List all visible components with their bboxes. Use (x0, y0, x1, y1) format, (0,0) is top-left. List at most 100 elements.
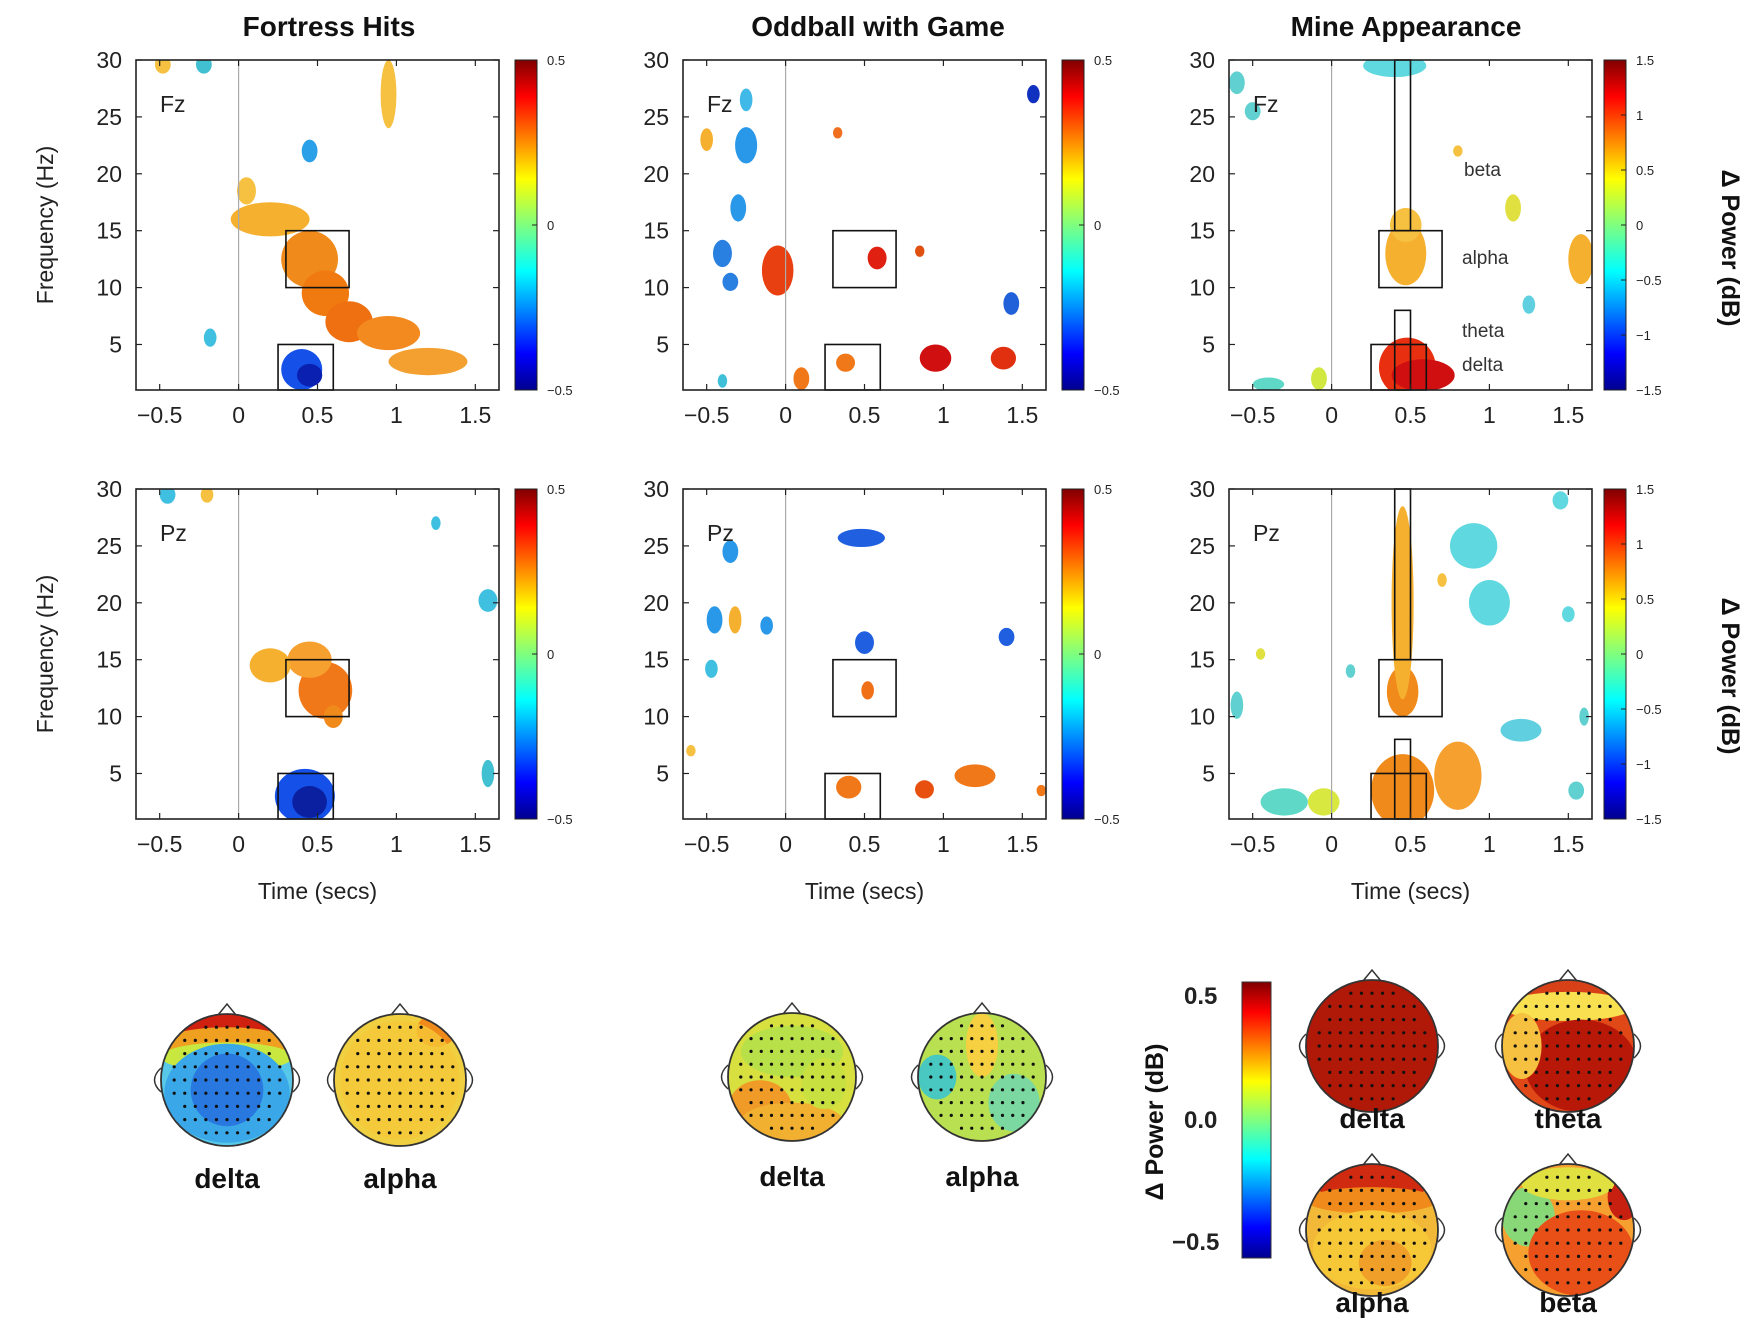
electrode (1338, 1202, 1342, 1206)
head-outline (727, 1012, 857, 1142)
electrode (204, 1118, 208, 1122)
head-outline (1305, 1163, 1439, 1297)
colorbar-tick-label: −1 (1636, 757, 1651, 772)
electrode (1402, 1215, 1406, 1219)
electrode (1380, 1281, 1385, 1285)
cluster-14 (1036, 784, 1046, 797)
channel-label: Fz (160, 91, 186, 117)
electrode (1524, 1070, 1528, 1074)
electrode (949, 1037, 953, 1041)
cluster-7 (237, 177, 256, 205)
electrode (759, 1113, 763, 1117)
electrode (769, 1101, 774, 1105)
colorbar-tick-label: −0.5 (1636, 273, 1662, 288)
electrode (1000, 1024, 1005, 1028)
left-ear (720, 1064, 729, 1090)
column-titles: Fortress Hits Oddball with Game Mine Appea… (243, 11, 1522, 42)
electrode (1555, 1241, 1560, 1245)
electrode (246, 1078, 250, 1082)
electrode (377, 1104, 381, 1108)
electrode (821, 1049, 825, 1053)
cluster-10 (301, 139, 318, 163)
spectrogram-fz-2: −0.5 0 0.5 1 1.5 5 10 15 20 25 30 Fz 0.5 0 −0.5 (643, 47, 1119, 428)
electrode (246, 1118, 250, 1122)
electrode (810, 1101, 815, 1105)
scalp-region (1528, 1210, 1634, 1296)
topomap-mine-theta (1494, 968, 1642, 1113)
y-tick-label: 25 (96, 104, 122, 130)
electrode (235, 1078, 240, 1082)
colorbar-tick-label: 0 (1636, 647, 1643, 662)
electrode (172, 1091, 176, 1095)
topomap-fortress-delta (153, 1002, 301, 1147)
electrode (1545, 1018, 1549, 1022)
electrode (970, 1049, 974, 1053)
electrode (1349, 1268, 1353, 1272)
electrode (419, 1052, 423, 1056)
electrode (419, 1131, 423, 1135)
electrode (1545, 1084, 1549, 1088)
electrode (949, 1062, 953, 1066)
electrode (1317, 1057, 1321, 1061)
electrode (1598, 1070, 1602, 1074)
electrode (959, 1062, 964, 1066)
electrode (1380, 1018, 1385, 1022)
electrode (1545, 1070, 1549, 1074)
electrode (1608, 1268, 1612, 1272)
cluster-1 (761, 245, 794, 296)
electrode (440, 1065, 444, 1069)
scalp-region (1525, 1019, 1634, 1112)
electrode (990, 1113, 994, 1117)
head-outline (1501, 1163, 1635, 1297)
electrode (759, 1037, 763, 1041)
cluster-3 (861, 681, 874, 700)
electrode (1576, 1241, 1581, 1245)
cluster-15 (1255, 648, 1266, 660)
head-outline (333, 1013, 467, 1147)
electrode (1338, 1044, 1342, 1048)
electrode (1619, 1215, 1623, 1219)
electrode (398, 1038, 402, 1042)
electrode (1391, 1228, 1395, 1232)
electrode (990, 1049, 994, 1053)
electrode (430, 1078, 434, 1082)
electrode (1338, 1215, 1342, 1219)
electrode (1598, 1004, 1602, 1009)
roi-box-1 (285, 658, 350, 718)
electrode (1524, 1202, 1528, 1206)
electrode (1555, 1215, 1560, 1219)
cluster-6 (292, 786, 327, 818)
left-ear (910, 1064, 919, 1090)
x-tick-label: 1 (390, 831, 403, 857)
electrode (1380, 1228, 1385, 1232)
electrode (1545, 1097, 1549, 1101)
y-tick-label: 10 (643, 275, 669, 301)
roi-box-1 (285, 229, 350, 289)
electrode (1349, 1254, 1353, 1258)
electrode (1608, 1018, 1612, 1022)
electrode (1021, 1075, 1025, 1079)
x-tick-label: 1.5 (1006, 831, 1038, 857)
nose (217, 1002, 237, 1016)
electrode (759, 1075, 763, 1079)
electrode (1349, 1018, 1353, 1022)
electrode (1359, 1241, 1364, 1245)
nose (390, 1002, 410, 1016)
electrode (1338, 1070, 1342, 1074)
y-tick-label: 30 (1189, 476, 1215, 502)
electrode (1545, 1241, 1549, 1245)
electrode (831, 1062, 835, 1066)
electrode (1402, 1202, 1406, 1206)
electrode (1412, 1241, 1416, 1245)
electrode (1619, 1228, 1623, 1232)
electrode (1338, 1188, 1342, 1192)
electrode (1587, 1031, 1591, 1035)
electrode (800, 1024, 804, 1028)
electrode (1370, 1004, 1374, 1009)
electrode (1349, 1084, 1353, 1088)
x-tick-label: 1 (937, 402, 950, 428)
electrode (810, 1088, 815, 1092)
electrode (1370, 1188, 1374, 1192)
electrode (1598, 1254, 1602, 1258)
electrode (1555, 1031, 1560, 1035)
